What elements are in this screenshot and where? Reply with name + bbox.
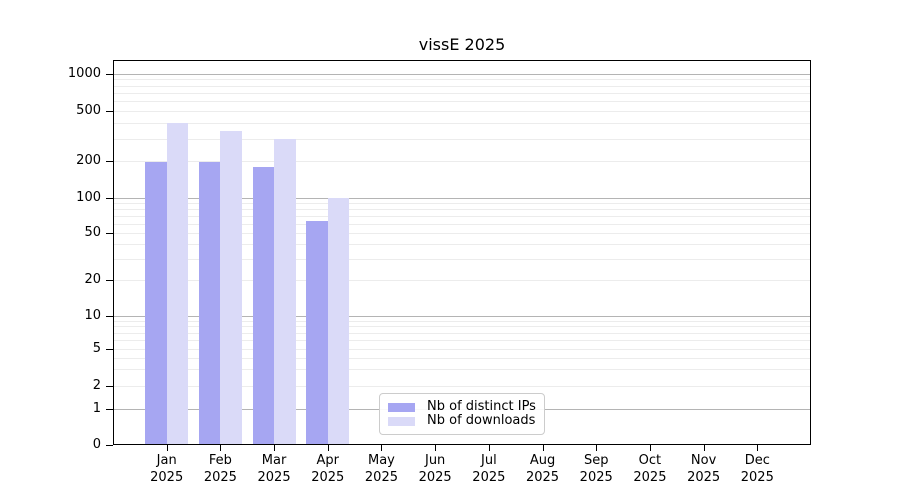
gridline-minor [113,100,811,102]
x-axis-tick [381,445,383,451]
y-axis-tick [106,408,113,410]
bar-downloads [327,197,350,445]
y-axis-tick [106,280,113,281]
x-axis-tick [435,445,437,451]
y-axis-tick [106,233,113,234]
gridline-major [113,73,811,75]
gridline-minor [113,332,811,334]
x-axis-tick [649,445,651,451]
gridline-minor [113,110,811,112]
y-tick-label: 50 [84,225,101,240]
x-tick-label: Mar 2025 [257,453,291,485]
y-tick-label: 200 [76,153,101,168]
x-axis-tick [542,445,544,451]
legend-swatch-distinct-ips [388,402,415,412]
gridline-minor [113,369,811,371]
y-tick-label: 2 [92,378,101,393]
bar-distinct-ips [306,221,328,445]
y-tick-label: 1000 [67,65,101,81]
legend-row: Nb of distinct IPs [388,400,536,414]
x-tick-label: Nov 2025 [687,453,721,485]
gridline-minor [113,161,811,162]
gridline-minor [113,122,811,124]
x-tick-label: Apr 2025 [311,453,345,485]
y-axis-tick [106,161,113,162]
y-tick-label: 5 [92,340,101,356]
y-tick-label: 10 [84,308,101,323]
x-tick-label: May 2025 [364,453,398,485]
x-tick-label: Dec 2025 [740,453,774,485]
x-tick-label: Jul 2025 [472,453,506,485]
y-tick-label: 500 [76,102,101,118]
legend-row: Nb of downloads [388,414,536,428]
y-tick-label: 0 [92,437,101,452]
x-tick-label: Sep 2025 [579,453,613,485]
bar-distinct-ips [198,161,221,445]
x-tick-label: Feb 2025 [203,453,237,485]
x-tick-label: Jan 2025 [150,453,184,485]
gridline-minor [113,320,811,322]
gridline-minor [113,202,811,204]
y-axis-tick [106,197,113,199]
gridline-minor [113,244,811,246]
y-tick-label: 20 [84,272,101,287]
x-tick-label: Aug 2025 [525,453,560,485]
x-axis-tick [703,445,705,451]
gridline-minor [113,233,811,234]
gridline-minor [113,223,811,225]
bar-downloads [220,130,242,445]
bar-downloads [274,138,296,445]
gridline-minor [113,259,811,261]
gridline-major [113,197,811,199]
y-tick-label: 100 [76,189,101,205]
plot-area [113,60,811,445]
y-axis-tick [106,386,113,387]
gridline-major [113,316,811,317]
gridline-minor [113,386,811,387]
legend-label-distinct-ips: Nb of distinct IPs [427,399,536,414]
x-axis-tick [220,445,222,451]
legend-swatch-downloads [388,416,415,426]
legend-label-downloads: Nb of downloads [427,413,536,428]
x-tick-label: Jun 2025 [418,453,452,485]
x-axis-tick [327,445,329,451]
gridline-minor [113,92,811,94]
chart-title: vissE 2025 [418,35,506,54]
y-axis-tick [106,348,113,350]
x-axis-tick [166,445,168,451]
legend: Nb of distinct IPs Nb of downloads [379,393,545,435]
gridline-minor [113,208,811,210]
gridline-minor [113,280,811,281]
x-axis-tick [596,445,598,451]
bar-downloads [166,123,189,445]
x-axis-tick [757,445,759,451]
gridline-minor [113,339,811,341]
x-axis-tick [488,445,490,451]
gridline-minor [113,215,811,217]
y-axis-tick [106,445,113,446]
y-axis-tick [106,110,113,112]
y-tick-label: 1 [92,400,101,416]
x-tick-label: Oct 2025 [633,453,667,485]
gridline-minor [113,79,811,81]
y-axis-tick [106,316,113,317]
gridline-minor [113,348,811,350]
bar-distinct-ips [145,162,167,445]
gridline-minor [113,85,811,87]
gridline-minor [113,138,811,140]
gridline-minor [113,357,811,359]
y-axis-tick [106,73,113,75]
bar-distinct-ips [252,166,275,445]
x-axis-tick [274,445,276,451]
gridline-minor [113,326,811,328]
